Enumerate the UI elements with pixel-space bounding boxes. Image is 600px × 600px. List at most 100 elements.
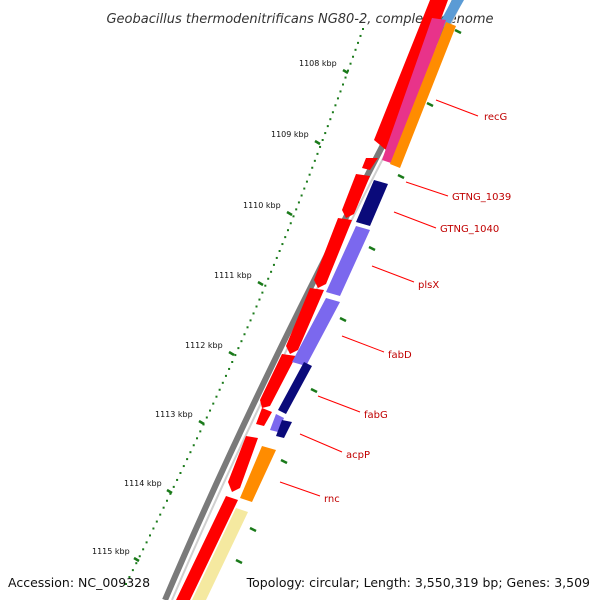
minor-tick [292,215,295,218]
band-navy-1[interactable] [356,180,388,226]
cds-forward-6[interactable] [260,354,296,408]
band-navy-2[interactable] [278,362,312,414]
minor-tick [252,312,255,315]
minor-tick [357,41,360,44]
minor-tick [138,555,141,558]
minor-tick [131,569,134,572]
gene-labels: recG GTNG_1039 GTNG_1040 plsX fabD fabG acpP rn… [279,99,511,505]
minor-tick [286,229,289,232]
minor-tick [316,152,319,155]
minor-tick [246,326,249,329]
gene-label-gtng_1039[interactable]: GTNG_1039 [452,192,511,203]
minor-tick [196,437,199,440]
band-yellow[interactable] [192,508,248,600]
minor-tick [234,354,237,357]
minor-tick [344,76,347,79]
minor-tick [176,478,179,481]
minor-tick [169,492,172,495]
minor-tick [142,548,145,551]
cds-forward-2[interactable] [362,158,378,170]
gene-label-fabg[interactable]: fabG [364,410,388,421]
minor-tick [218,388,221,391]
minor-tick [125,583,127,585]
gene-label-connector [341,335,385,353]
minor-tick [182,465,185,468]
band-orange-top[interactable] [390,22,456,168]
minor-tick [159,513,162,516]
gene-label-connector [405,181,449,197]
cds-forward-8[interactable] [228,436,258,492]
major-tick [342,68,349,75]
band-purple-3[interactable] [270,414,284,432]
major-tick [286,210,293,217]
minor-tick [336,97,339,100]
cds-forward-7[interactable] [256,408,272,426]
minor-tick [278,250,281,252]
major-tick [166,488,173,495]
minor-tick [186,458,189,461]
cds-forward-3[interactable] [342,174,370,218]
gene-label-fabd[interactable]: fabD [388,350,412,361]
gene-label-recg[interactable]: recG [484,112,507,123]
minor-tick [329,118,332,121]
gene-label-rnc[interactable]: rnc [324,494,340,505]
minor-tick [313,159,316,162]
band-orange-2[interactable] [240,446,276,502]
minor-tick [264,284,267,287]
minor-tick [272,263,275,266]
minor-tick [321,139,324,141]
gene-label-plsx[interactable]: plsX [418,280,439,291]
genome-summary-text: Topology: circular; Length: 3,550,319 bp… [246,575,590,590]
minor-tick [295,208,298,211]
tick-label: 1113 kbp [155,410,193,419]
band-pink[interactable] [382,18,446,164]
reverse-strand-features [192,0,464,600]
inner-tick [454,28,462,35]
minor-tick [349,62,352,65]
minor-tick [162,506,165,509]
minor-tick [258,298,261,301]
gene-label-connector [435,99,479,117]
minor-tick [243,333,246,336]
minor-tick [165,499,168,502]
cds-forward-5[interactable] [286,288,324,354]
cds-forward-9[interactable] [176,496,238,600]
minor-tick [205,416,208,419]
minor-tick [145,541,148,544]
gene-label-connector [371,265,415,283]
minor-tick [209,409,212,412]
major-tick [198,419,205,426]
band-purple-1[interactable] [326,226,370,296]
minor-tick [289,222,292,225]
inner-tick [249,526,257,533]
gene-label-connector [279,481,321,497]
minor-tick [172,485,175,488]
minor-tick [155,520,158,523]
tick-label: 1109 kbp [271,130,309,139]
minor-tick [128,576,131,579]
major-tick [228,350,235,357]
tick-label: 1115 kbp [92,547,130,556]
minor-tick [275,256,278,259]
minor-tick [179,472,182,474]
tick-label: 1111 kbp [214,271,252,280]
gene-label-gtng_1040[interactable]: GTNG_1040 [440,224,499,235]
minor-tick [319,145,322,148]
major-tick [257,280,264,287]
minor-tick [261,291,264,294]
minor-tick [334,104,337,107]
minor-tick [148,534,151,537]
tick-label: 1114 kbp [124,479,162,488]
minor-tick [362,28,364,30]
gene-label-connector [393,211,437,229]
cds-forward-4[interactable] [314,218,352,288]
gene-label-acpp[interactable]: acpP [346,450,370,461]
band-navy-3[interactable] [276,420,292,438]
major-tick [314,139,321,146]
minor-tick [192,444,195,447]
minor-tick [255,305,258,308]
band-purple-2[interactable] [292,298,340,366]
minor-tick [199,430,202,433]
minor-tick [135,562,138,565]
